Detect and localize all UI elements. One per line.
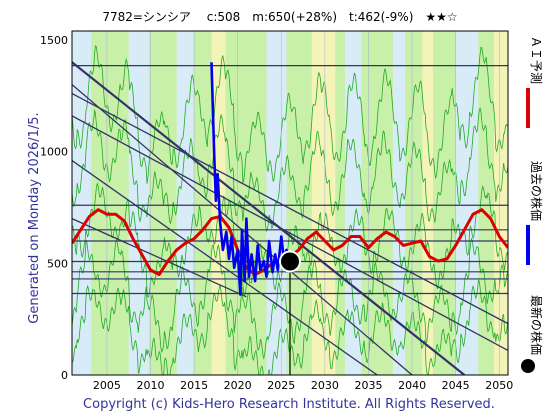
channel-line [72,115,508,352]
y-tick-label: 0 [61,369,68,382]
generated-date-label: Generated on Monday 2026/1/5. [27,112,42,323]
background-band [128,31,149,375]
legend-label: ＡＩ予測 [529,36,543,84]
channel-line [72,218,247,298]
background-band [422,31,434,375]
x-tick-label: 2050 [485,379,513,392]
y-tick-label: 1500 [40,34,68,47]
channel-line [72,160,378,375]
legend-swatch [521,359,535,373]
envelope-line [72,106,508,233]
copyright-text: Copyright (c) Kids-Hero Research Institu… [83,397,495,412]
x-tick-label: 2005 [93,379,121,392]
channel-line [72,61,466,375]
series-line [210,62,292,296]
y-tick-label: 1000 [40,146,68,159]
legend-label: 最新の株価 [529,295,544,355]
x-tick-label: 2015 [180,379,208,392]
plot-area: 2005 2010 2015 2020 2025 2030 2035 2040 2045 2050… [40,30,513,392]
x-tick-label: 2020 [224,379,252,392]
x-tick-label: 2025 [267,379,295,392]
envelope-line [72,182,508,298]
x-tick-label: 2030 [311,379,339,392]
x-tick-label: 2045 [442,379,470,392]
channel-line [72,92,508,325]
envelope-line [72,45,508,184]
background-band [494,31,508,375]
plot-frame [71,30,509,376]
y-tick-label: 500 [47,257,68,270]
chart-title: 7782=シンシア c:508 m:650(+28%) t:462(-9%) ★… [102,10,457,24]
x-tick-label: 2010 [136,379,164,392]
background-band [72,31,92,375]
x-tick-label: 2040 [398,379,426,392]
x-tick-label: 2035 [354,379,382,392]
legend-label: 過去の株価 [529,161,544,221]
latest-point-marker [279,250,301,273]
